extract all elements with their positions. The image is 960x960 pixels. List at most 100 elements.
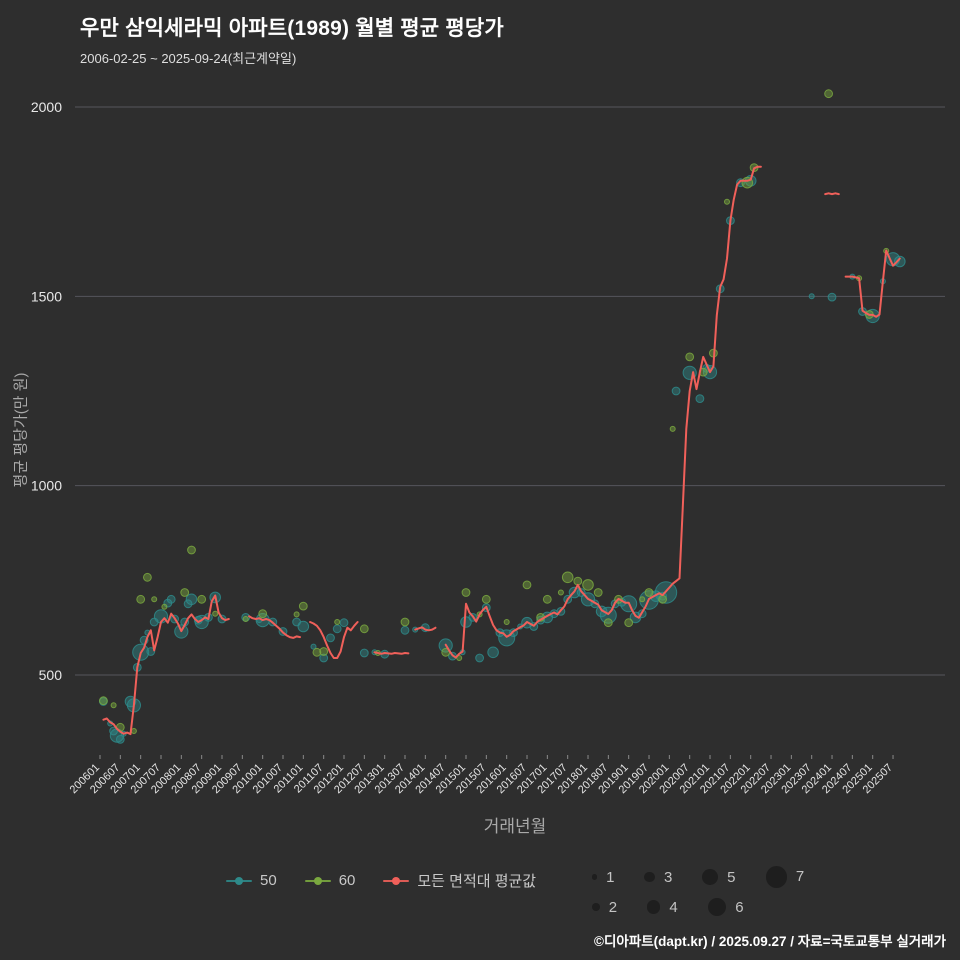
average-line-marker-icon — [383, 875, 410, 887]
average-line-segment[interactable] — [102, 594, 230, 736]
data-point-50[interactable] — [827, 292, 837, 302]
data-point-60[interactable] — [359, 624, 369, 634]
legend-item-50[interactable]: 50 — [226, 872, 277, 889]
size-legend-item-1: 1 — [592, 869, 614, 886]
size-dot-icon — [765, 866, 787, 888]
data-point-50[interactable] — [695, 394, 705, 404]
size-label: 7 — [795, 868, 805, 886]
size-legend-item-6: 6 — [707, 897, 744, 917]
size-dot-icon — [592, 903, 600, 911]
legend-item-average-line[interactable]: 모든 면적대 평균값 — [383, 870, 536, 891]
data-point-60[interactable] — [724, 198, 730, 205]
data-point-50[interactable] — [475, 653, 485, 663]
data-point-50[interactable] — [185, 593, 198, 606]
average-line-segment[interactable] — [373, 651, 410, 655]
size-legend-item-4: 4 — [647, 899, 678, 916]
data-point-60[interactable] — [334, 619, 341, 625]
data-point-60[interactable] — [187, 545, 196, 555]
data-point-60[interactable] — [557, 589, 564, 596]
data-point-50[interactable] — [310, 643, 317, 650]
y-axis-label: 평균 평당가(만 원) — [12, 372, 30, 488]
data-point-50[interactable] — [671, 386, 681, 396]
series-legend: 50 60 모든 면적대 평균값 — [226, 870, 536, 891]
data-point-60[interactable] — [293, 611, 300, 618]
data-point-60[interactable] — [542, 594, 552, 604]
data-point-60[interactable] — [400, 617, 410, 627]
data-point-50[interactable] — [297, 620, 310, 633]
data-point-60[interactable] — [143, 572, 152, 582]
scatter-50-marker-icon — [226, 875, 252, 887]
data-point-50[interactable] — [115, 735, 125, 744]
data-point-50[interactable] — [808, 293, 815, 300]
size-dot-icon — [707, 897, 727, 917]
y-tick-label: 500 — [39, 667, 63, 683]
data-point-60[interactable] — [151, 596, 158, 603]
data-point-60[interactable] — [624, 618, 634, 628]
data-point-60[interactable] — [561, 571, 574, 584]
data-point-60[interactable] — [639, 596, 646, 603]
data-point-60[interactable] — [197, 594, 207, 604]
y-tick-label: 1500 — [31, 288, 62, 304]
data-point-60[interactable] — [212, 610, 219, 617]
data-point-50[interactable] — [326, 633, 335, 643]
size-legend-item-7: 7 — [765, 866, 805, 888]
data-point-60[interactable] — [312, 647, 322, 657]
size-label: 2 — [608, 898, 618, 916]
data-point-60[interactable] — [242, 616, 249, 622]
bubble-size-row-1: 1 3 5 7 — [592, 862, 804, 892]
data-point-60[interactable] — [685, 352, 695, 362]
data-point-60[interactable] — [258, 609, 268, 619]
data-point-60[interactable] — [573, 576, 583, 586]
average-line-segment[interactable] — [444, 165, 762, 659]
average-line-segment[interactable] — [824, 192, 840, 196]
data-point-60[interactable] — [130, 728, 137, 734]
average-line-segment[interactable] — [414, 626, 437, 632]
data-point-60[interactable] — [644, 588, 654, 597]
data-point-60[interactable] — [161, 603, 168, 610]
data-point-60[interactable] — [298, 601, 308, 611]
size-label: 1 — [606, 868, 615, 886]
data-point-60[interactable] — [319, 647, 329, 656]
data-point-60[interactable] — [658, 594, 667, 604]
data-point-50[interactable] — [166, 594, 176, 604]
data-point-60[interactable] — [669, 425, 676, 432]
data-point-60[interactable] — [593, 588, 603, 597]
data-point-60[interactable] — [461, 588, 471, 597]
data-point-50[interactable] — [319, 653, 329, 663]
legend: 50 60 모든 면적대 평균값 1 3 5 7 2 4 6 — [0, 862, 960, 934]
data-point-50[interactable] — [400, 625, 410, 635]
data-point-60[interactable] — [180, 588, 190, 597]
size-label: 5 — [727, 868, 736, 886]
legend-label-50: 50 — [260, 872, 277, 889]
x-axis-label: 거래년월 — [483, 817, 547, 836]
data-point-60[interactable] — [582, 579, 594, 591]
average-line-segment[interactable] — [248, 615, 301, 639]
data-point-60[interactable] — [503, 619, 510, 625]
y-tick-label: 1000 — [31, 478, 62, 494]
size-dot-icon — [644, 871, 655, 883]
data-point-50[interactable] — [339, 618, 349, 628]
legend-item-60[interactable]: 60 — [304, 872, 355, 889]
price-chart-canvas[interactable]: 5001000150020002006012006072007012007072… — [0, 0, 960, 860]
data-point-50[interactable] — [146, 647, 156, 656]
data-point-50[interactable] — [487, 646, 499, 659]
data-point-60[interactable] — [99, 696, 108, 706]
size-label: 6 — [735, 898, 744, 916]
data-point-50[interactable] — [894, 255, 906, 268]
data-point-60[interactable] — [824, 89, 833, 99]
size-dot-icon — [592, 874, 598, 880]
data-point-60[interactable] — [522, 580, 532, 590]
size-label: 3 — [663, 868, 673, 886]
legend-label-average: 모든 면적대 평균값 — [417, 873, 537, 890]
page-title: 우만 삼익세라믹 아파트(1989) 월별 평균 평당가 — [80, 17, 504, 40]
data-point-50[interactable] — [359, 648, 369, 658]
size-legend-item-5: 5 — [702, 868, 736, 886]
data-point-60[interactable] — [110, 702, 117, 709]
size-dot-icon — [702, 869, 719, 885]
average-line-segment[interactable] — [844, 249, 901, 318]
data-point-60[interactable] — [481, 594, 491, 604]
average-line-segment[interactable] — [309, 621, 359, 659]
data-point-60[interactable] — [136, 594, 146, 604]
data-point-50[interactable] — [332, 624, 342, 634]
data-point-60[interactable] — [603, 618, 613, 628]
